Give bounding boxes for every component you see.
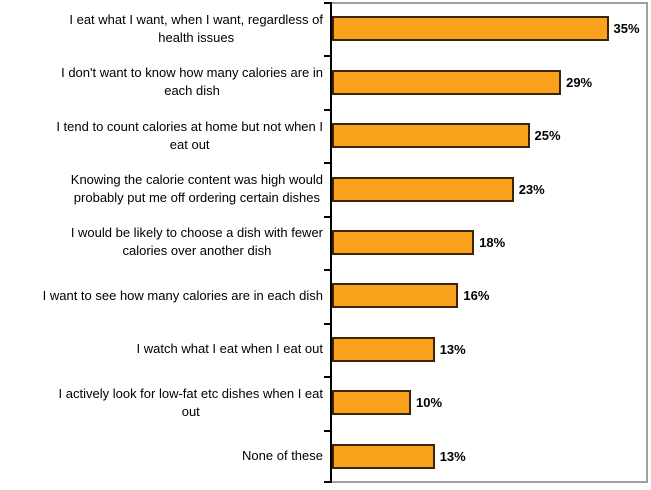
category-label-cell: I eat what I want, when I want, regardle… [0, 11, 332, 47]
value-label: 10% [416, 395, 443, 411]
chart-rows: I eat what I want, when I want, regardle… [0, 2, 648, 483]
category-label-cell: I watch what I eat when I eat out [0, 340, 332, 358]
axis-tick [324, 376, 330, 378]
value-label: 16% [463, 288, 490, 304]
category-label: I watch what I eat when I eat out [136, 341, 323, 357]
axis-tick [324, 109, 330, 111]
bar-area: 23% [332, 162, 648, 215]
axis-tick [324, 55, 330, 57]
category-label-cell: I would be likely to choose a dish with … [0, 224, 332, 260]
value-label: 35% [613, 21, 640, 37]
axis-tick [324, 323, 330, 325]
bar-area: 18% [332, 216, 648, 269]
bar [332, 390, 411, 416]
category-label-cell: I actively look for low-fat etc dishes w… [0, 385, 332, 421]
category-label-cell: I tend to count calories at home but not… [0, 118, 332, 154]
chart-row: I actively look for low-fat etc dishes w… [0, 376, 648, 429]
value-label: 13% [439, 341, 466, 357]
chart-row: I would be likely to choose a dish with … [0, 216, 648, 269]
chart-row: I watch what I eat when I eat out 13% [0, 323, 648, 376]
axis-tick [324, 216, 330, 218]
bar-area: 35% [332, 2, 648, 55]
category-label: Knowing the calorie content was high wou… [70, 172, 323, 206]
bar [332, 283, 459, 309]
category-label: I want to see how many calories are in e… [42, 287, 323, 303]
category-label: I actively look for low-fat etc dishes w… [58, 385, 323, 419]
category-label-cell: Knowing the calorie content was high wou… [0, 171, 332, 207]
category-axis [330, 2, 332, 483]
axis-tick [324, 481, 330, 483]
category-label-cell: I want to see how many calories are in e… [0, 287, 332, 305]
bar [332, 123, 530, 149]
category-label-cell: I don't want to know how many calories a… [0, 64, 332, 100]
bar-area: 13% [332, 323, 648, 376]
axis-tick [324, 430, 330, 432]
axis-tick [324, 269, 330, 271]
chart-row: I don't want to know how many calories a… [0, 55, 648, 108]
category-label: None of these [242, 448, 323, 464]
value-label: 13% [439, 448, 466, 464]
chart-row: I tend to count calories at home but not… [0, 109, 648, 162]
bar-area: 25% [332, 109, 648, 162]
value-label: 25% [534, 128, 561, 144]
axis-tick [324, 2, 330, 4]
bar-area: 16% [332, 269, 648, 322]
bar [332, 443, 435, 469]
bar [332, 176, 514, 202]
chart-row: Knowing the calorie content was high wou… [0, 162, 648, 215]
value-label: 23% [518, 181, 545, 197]
chart-row: None of these 13% [0, 430, 648, 483]
category-label: I would be likely to choose a dish with … [70, 225, 323, 259]
bar [332, 16, 609, 42]
category-label-cell: None of these [0, 447, 332, 465]
value-label: 29% [566, 74, 593, 90]
bar-area: 10% [332, 376, 648, 429]
bar [332, 336, 435, 362]
category-label: I don't want to know how many calories a… [61, 65, 323, 99]
category-label: I eat what I want, when I want, regardle… [69, 11, 323, 45]
chart-row: I want to see how many calories are in e… [0, 269, 648, 322]
value-label: 18% [479, 234, 506, 250]
axis-tick [324, 162, 330, 164]
bar-area: 13% [332, 430, 648, 483]
category-label: I tend to count calories at home but not… [56, 118, 323, 152]
bar-area: 29% [332, 55, 648, 108]
bar [332, 229, 475, 255]
bar [332, 69, 562, 95]
chart-row: I eat what I want, when I want, regardle… [0, 2, 648, 55]
